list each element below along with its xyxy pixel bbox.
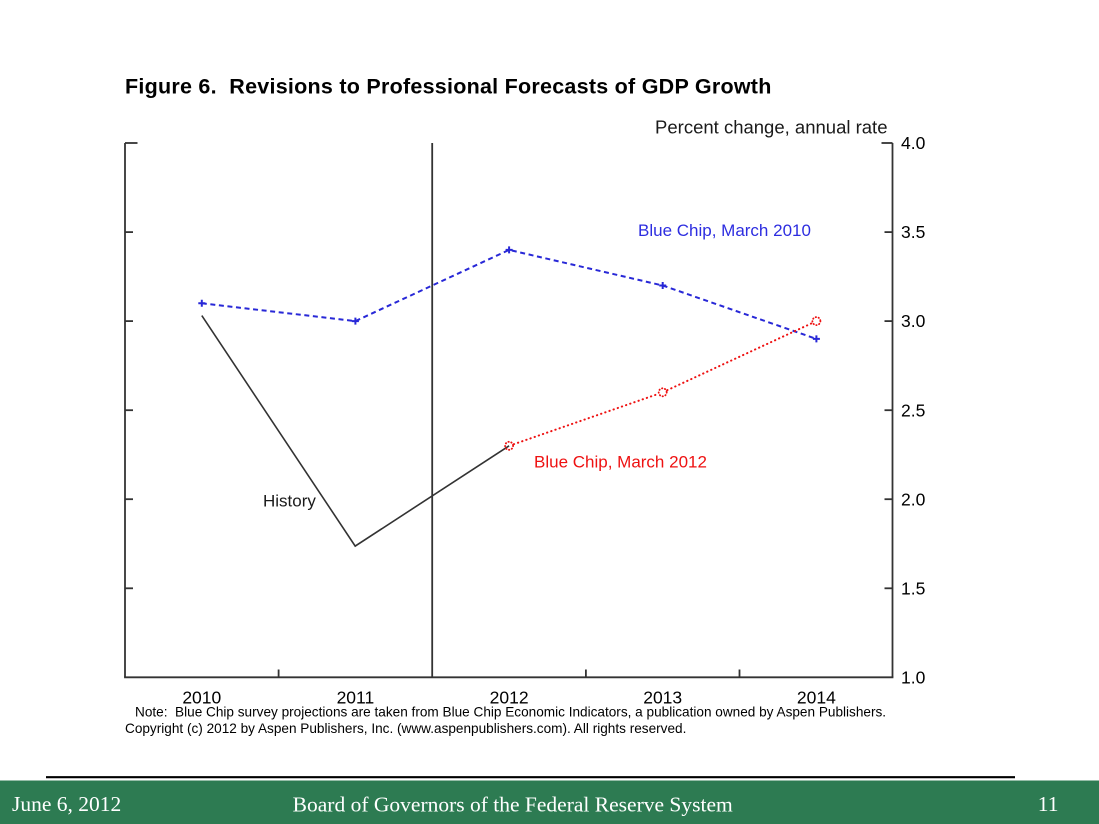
svg-text:11: 11 <box>1038 792 1059 816</box>
svg-text:History: History <box>263 492 316 511</box>
svg-text:Copyright (c) 2012 by Aspen Pu: Copyright (c) 2012 by Aspen Publishers, … <box>125 721 686 736</box>
svg-text:Note: Blue Chip survey projec: Note: Blue Chip survey projections are t… <box>135 705 886 720</box>
svg-text:Blue Chip, March 2012: Blue Chip, March 2012 <box>534 453 707 472</box>
svg-text:2.5: 2.5 <box>901 400 925 420</box>
svg-text:Board of Governors of the Fede: Board of Governors of the Federal Reserv… <box>293 793 733 817</box>
svg-text:2012: 2012 <box>490 688 529 708</box>
svg-text:4.0: 4.0 <box>901 133 926 153</box>
svg-text:June 6, 2012: June 6, 2012 <box>12 792 121 816</box>
svg-text:Percent change, annual rate: Percent change, annual rate <box>655 117 887 138</box>
svg-text:Blue Chip, March 2010: Blue Chip, March 2010 <box>638 221 811 240</box>
svg-text:1.5: 1.5 <box>901 578 925 598</box>
svg-text:3.5: 3.5 <box>901 222 925 242</box>
svg-text:3.0: 3.0 <box>901 311 926 331</box>
svg-text:2011: 2011 <box>337 688 375 708</box>
svg-text:Figure 6. Revisions to Profes: Figure 6. Revisions to Professional Fore… <box>125 75 772 99</box>
svg-text:2.0: 2.0 <box>901 489 926 509</box>
svg-text:2010: 2010 <box>182 688 221 708</box>
svg-text:2013: 2013 <box>643 688 682 708</box>
svg-text:1.0: 1.0 <box>901 667 926 687</box>
svg-text:2014: 2014 <box>797 688 836 708</box>
